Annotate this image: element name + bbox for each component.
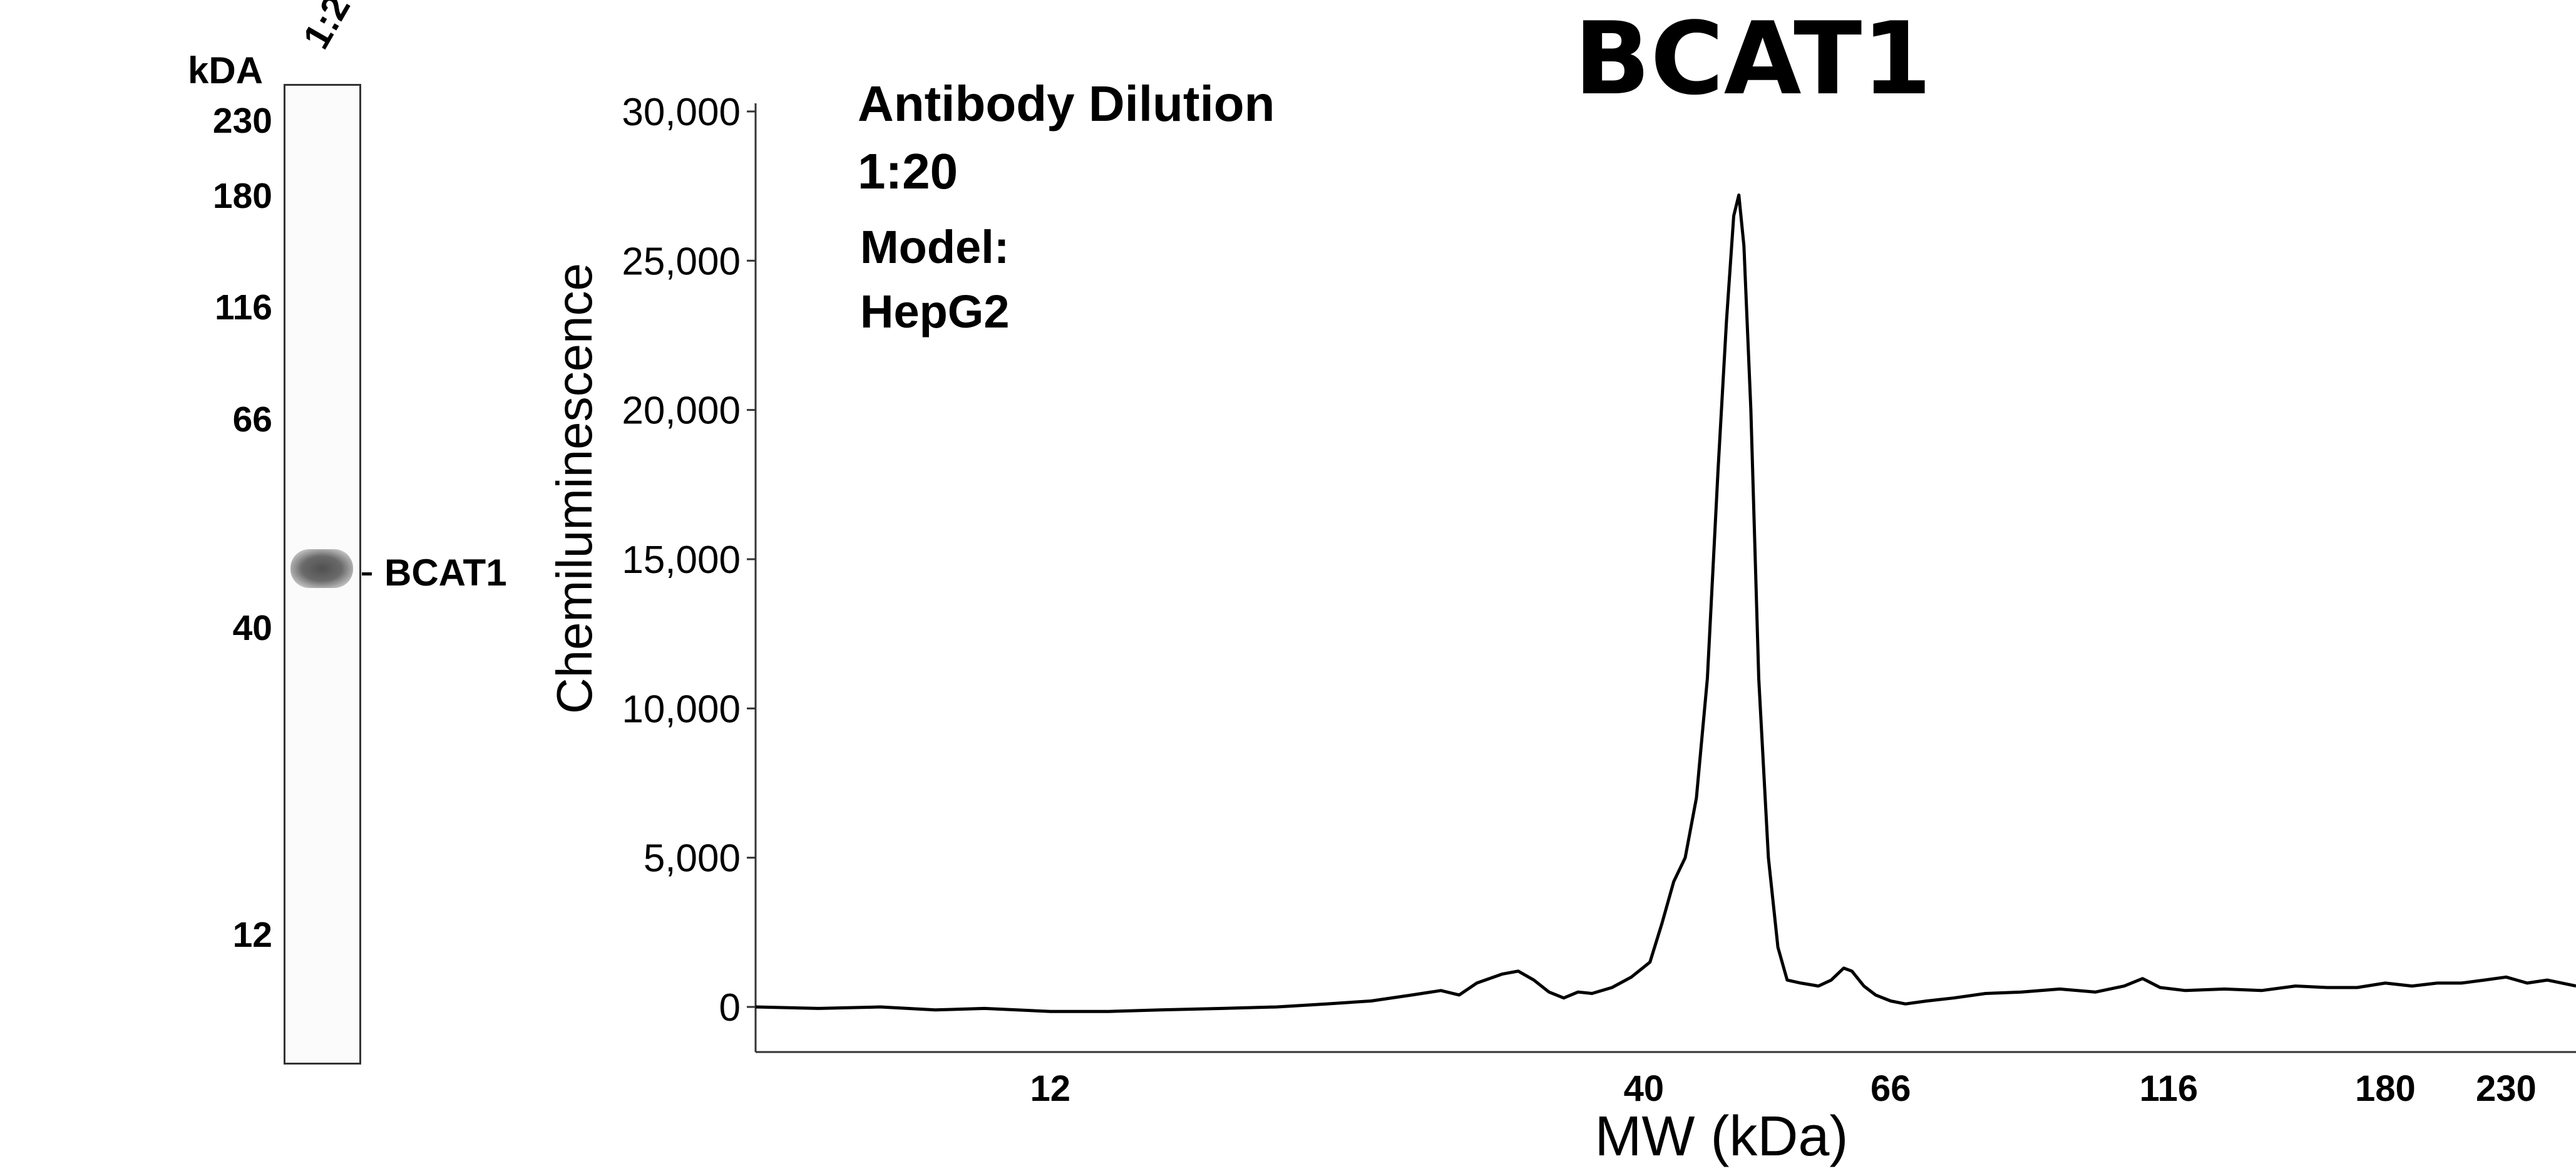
x-tick-label: 66	[1870, 1068, 1911, 1109]
marker-label: 180	[212, 176, 272, 216]
marker-label: 230	[212, 101, 272, 141]
x-tick-label: 40	[1624, 1068, 1665, 1109]
annotation-line-3: Model:	[860, 221, 1010, 273]
chemiluminescence-trace	[755, 193, 2576, 1013]
y-tick-label: 15,000	[622, 539, 741, 582]
x-tick-label: 12	[1030, 1068, 1071, 1109]
y-ticks: 0 5,000 10,000 15,000 20,000 25,000 30,000	[622, 91, 756, 1029]
y-tick-label: 30,000	[622, 91, 741, 134]
marker-label: 12	[232, 915, 272, 955]
annotation-line-4: HepG2	[860, 286, 1010, 338]
x-tick-label: 116	[2140, 1068, 2199, 1109]
y-tick-label: 10,000	[622, 688, 741, 731]
marker-label: 66	[232, 400, 272, 440]
blot-band	[290, 549, 353, 588]
x-tick-label: 230	[2476, 1068, 2537, 1109]
y-tick-label: 25,000	[622, 240, 741, 283]
x-ticks: 12 40 66 116 180 230	[1030, 1068, 2537, 1109]
annotation-line-1: Antibody Dilution	[858, 76, 1275, 132]
y-tick-label: 5,000	[644, 837, 741, 880]
y-tick-label: 0	[719, 986, 741, 1029]
marker-label: 116	[215, 287, 272, 328]
blot-lane	[284, 84, 361, 1065]
x-tick-label: 180	[2355, 1068, 2416, 1109]
chart-title: BCAT1	[1574, 0, 1932, 117]
band-label: BCAT1	[384, 552, 507, 594]
y-axis-label: Chemiluminescence	[547, 263, 602, 714]
kda-unit-label: kDA	[188, 49, 264, 91]
band-tick	[362, 572, 372, 575]
x-axis-label: MW (kDa)	[1595, 1105, 1849, 1168]
marker-label: 40	[232, 608, 272, 648]
annotation-line-2: 1:20	[858, 143, 958, 199]
y-tick-label: 20,000	[622, 389, 741, 433]
